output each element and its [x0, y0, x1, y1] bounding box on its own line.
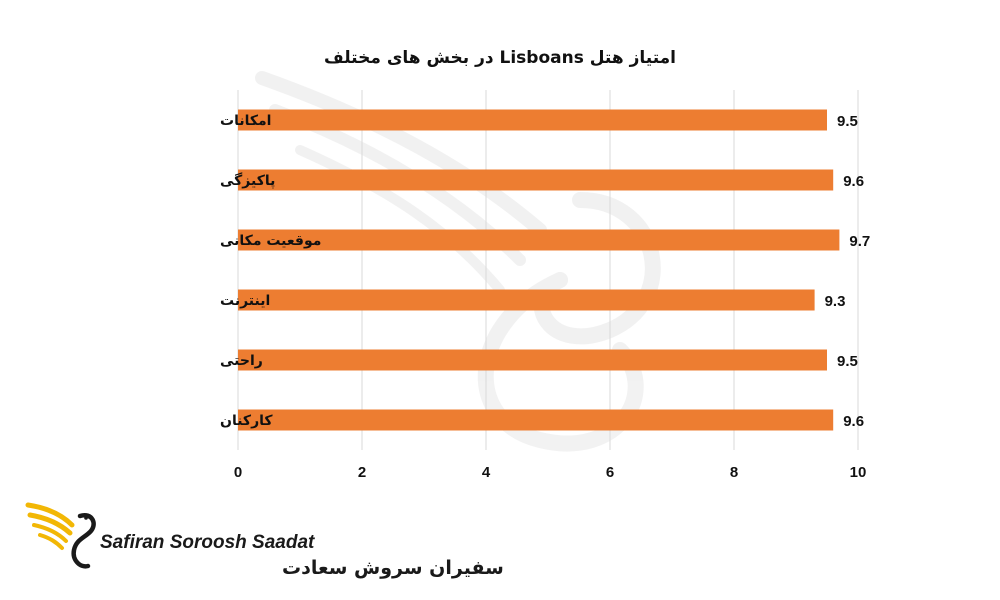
bar — [238, 109, 827, 131]
x-tick-label: 0 — [234, 464, 242, 481]
category-label: راحتی — [220, 353, 263, 369]
wing-swan-icon — [25, 502, 96, 569]
value-labels: 9.5 9.6 9.7 9.3 9.5 9.6 — [825, 113, 871, 430]
x-tick-label: 6 — [606, 464, 614, 481]
category-label: کارکنان — [220, 413, 273, 429]
category-labels: امکانات پاکیزگی موقعیت مکانی اینترنت راحتی کا… — [220, 113, 321, 429]
chart-title: امتیاز هتل Lisboans در بخش های مختلف — [324, 48, 676, 68]
bar — [238, 409, 834, 431]
bar — [238, 169, 834, 191]
category-label: پاکیزگی — [220, 172, 275, 189]
bars — [238, 109, 840, 431]
bar — [238, 229, 840, 251]
value-label: 9.3 — [825, 293, 846, 310]
logo-text-fa: سفیران سروش سعادت — [282, 557, 504, 579]
category-label: اینترنت — [220, 293, 270, 309]
value-label: 9.6 — [843, 413, 864, 430]
value-label: 9.5 — [837, 353, 858, 370]
value-label: 9.5 — [837, 113, 858, 130]
category-label: امکانات — [220, 113, 271, 129]
value-label: 9.7 — [849, 233, 870, 250]
category-label: موقعیت مکانی — [220, 233, 321, 249]
background-watermark — [255, 71, 661, 452]
x-tick-label: 10 — [850, 464, 867, 481]
gridlines — [237, 90, 859, 450]
x-axis-ticks: 0 2 4 6 8 10 — [234, 464, 867, 481]
x-tick-label: 4 — [482, 464, 491, 481]
bar — [238, 289, 815, 311]
x-tick-label: 8 — [730, 464, 738, 481]
x-tick-label: 2 — [358, 464, 366, 481]
company-logo: Safiran Soroosh Saadat سفیران سروش سعادت — [25, 502, 504, 579]
logo-text-en: Safiran Soroosh Saadat — [100, 532, 315, 553]
value-label: 9.6 — [843, 173, 864, 190]
bar — [238, 349, 827, 371]
